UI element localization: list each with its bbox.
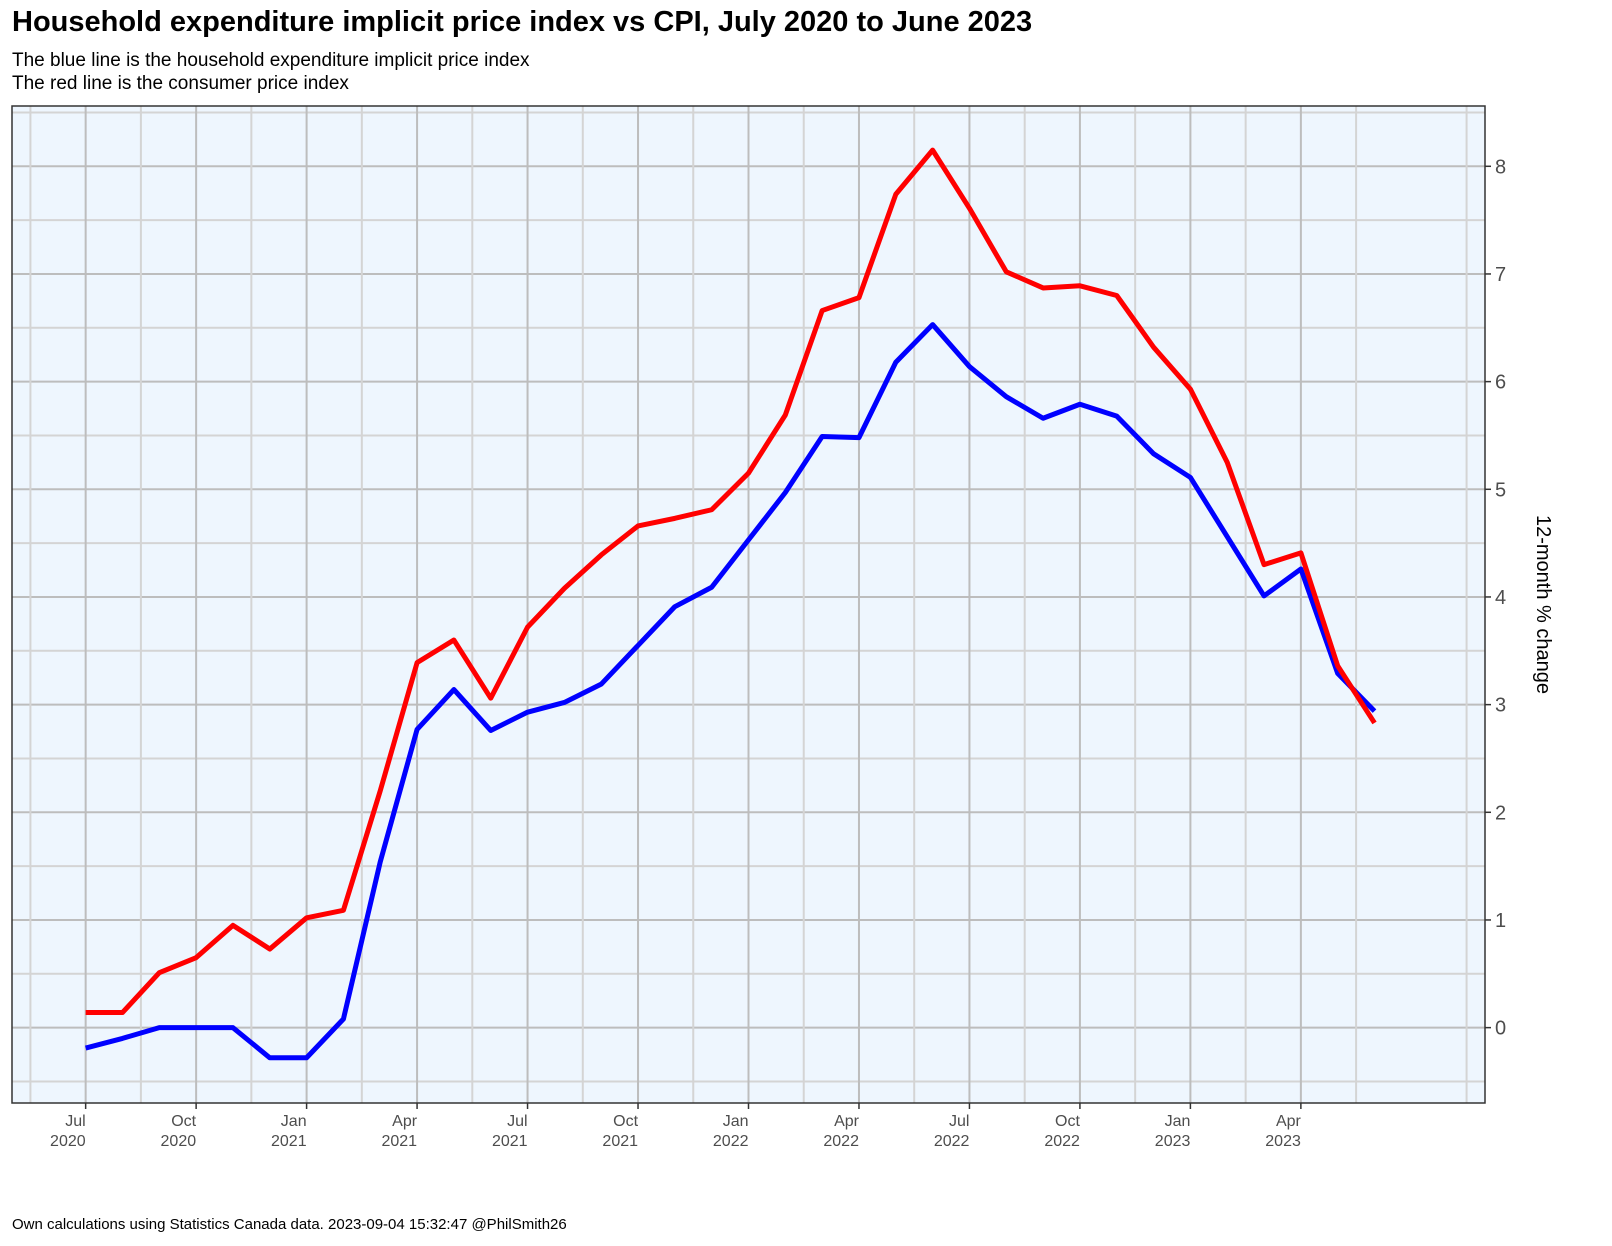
y-tick-label: 0	[1495, 1018, 1506, 1040]
x-tick-label-year: 2022	[823, 1133, 859, 1150]
chart-subtitle-blue: The blue line is the household expenditu…	[12, 50, 530, 71]
y-tick-label: 4	[1495, 587, 1506, 609]
x-tick-label-year: 2020	[161, 1133, 197, 1150]
x-tick-label-year: 2023	[1155, 1133, 1191, 1150]
x-tick-label-month: Apr	[392, 1113, 418, 1130]
y-tick-label: 6	[1495, 372, 1506, 394]
y-tick-label: 5	[1495, 479, 1506, 501]
x-tick-label-month: Apr	[1276, 1113, 1302, 1130]
y-tick-label: 3	[1495, 695, 1506, 717]
series-line-cpi	[85, 147, 1377, 1016]
x-tick-label-month: Apr	[834, 1113, 860, 1130]
x-tick-label-month: Jan	[1165, 1113, 1191, 1130]
x-tick-label-month: Jul	[949, 1113, 969, 1130]
x-tick-label-year: 2023	[1265, 1133, 1301, 1150]
y-tick-label: 2	[1495, 802, 1506, 824]
x-tick-label-month: Jul	[65, 1113, 85, 1130]
x-tick-label-month: Oct	[613, 1113, 638, 1130]
x-tick-label-month: Oct	[1055, 1113, 1080, 1130]
x-tick-label-month: Jul	[507, 1113, 527, 1130]
chart-subtitle-red: The red line is the consumer price index	[12, 73, 349, 94]
x-tick-label-year: 2022	[1044, 1133, 1080, 1150]
x-tick-label-year: 2021	[381, 1133, 417, 1150]
chart-title: Household expenditure implicit price ind…	[12, 6, 1033, 38]
x-tick-label-month: Jan	[723, 1113, 749, 1130]
y-tick-label: 1	[1495, 910, 1506, 932]
x-tick-label-month: Jan	[281, 1113, 307, 1130]
x-tick-label-year: 2021	[271, 1133, 307, 1150]
chart-caption: Own calculations using Statistics Canada…	[12, 1216, 567, 1233]
x-tick-label-year: 2022	[934, 1133, 970, 1150]
x-tick-label-month: Oct	[171, 1113, 196, 1130]
y-tick-label: 8	[1495, 156, 1506, 178]
series-line-household-expenditure	[85, 322, 1377, 1061]
y-axis-title: 12-month % change	[1532, 515, 1554, 694]
x-tick-label-year: 2021	[492, 1133, 528, 1150]
x-tick-label-year: 2022	[713, 1133, 749, 1150]
x-tick-label-year: 2020	[50, 1133, 86, 1150]
y-tick-label: 7	[1495, 264, 1506, 286]
x-tick-label-year: 2021	[602, 1133, 638, 1150]
